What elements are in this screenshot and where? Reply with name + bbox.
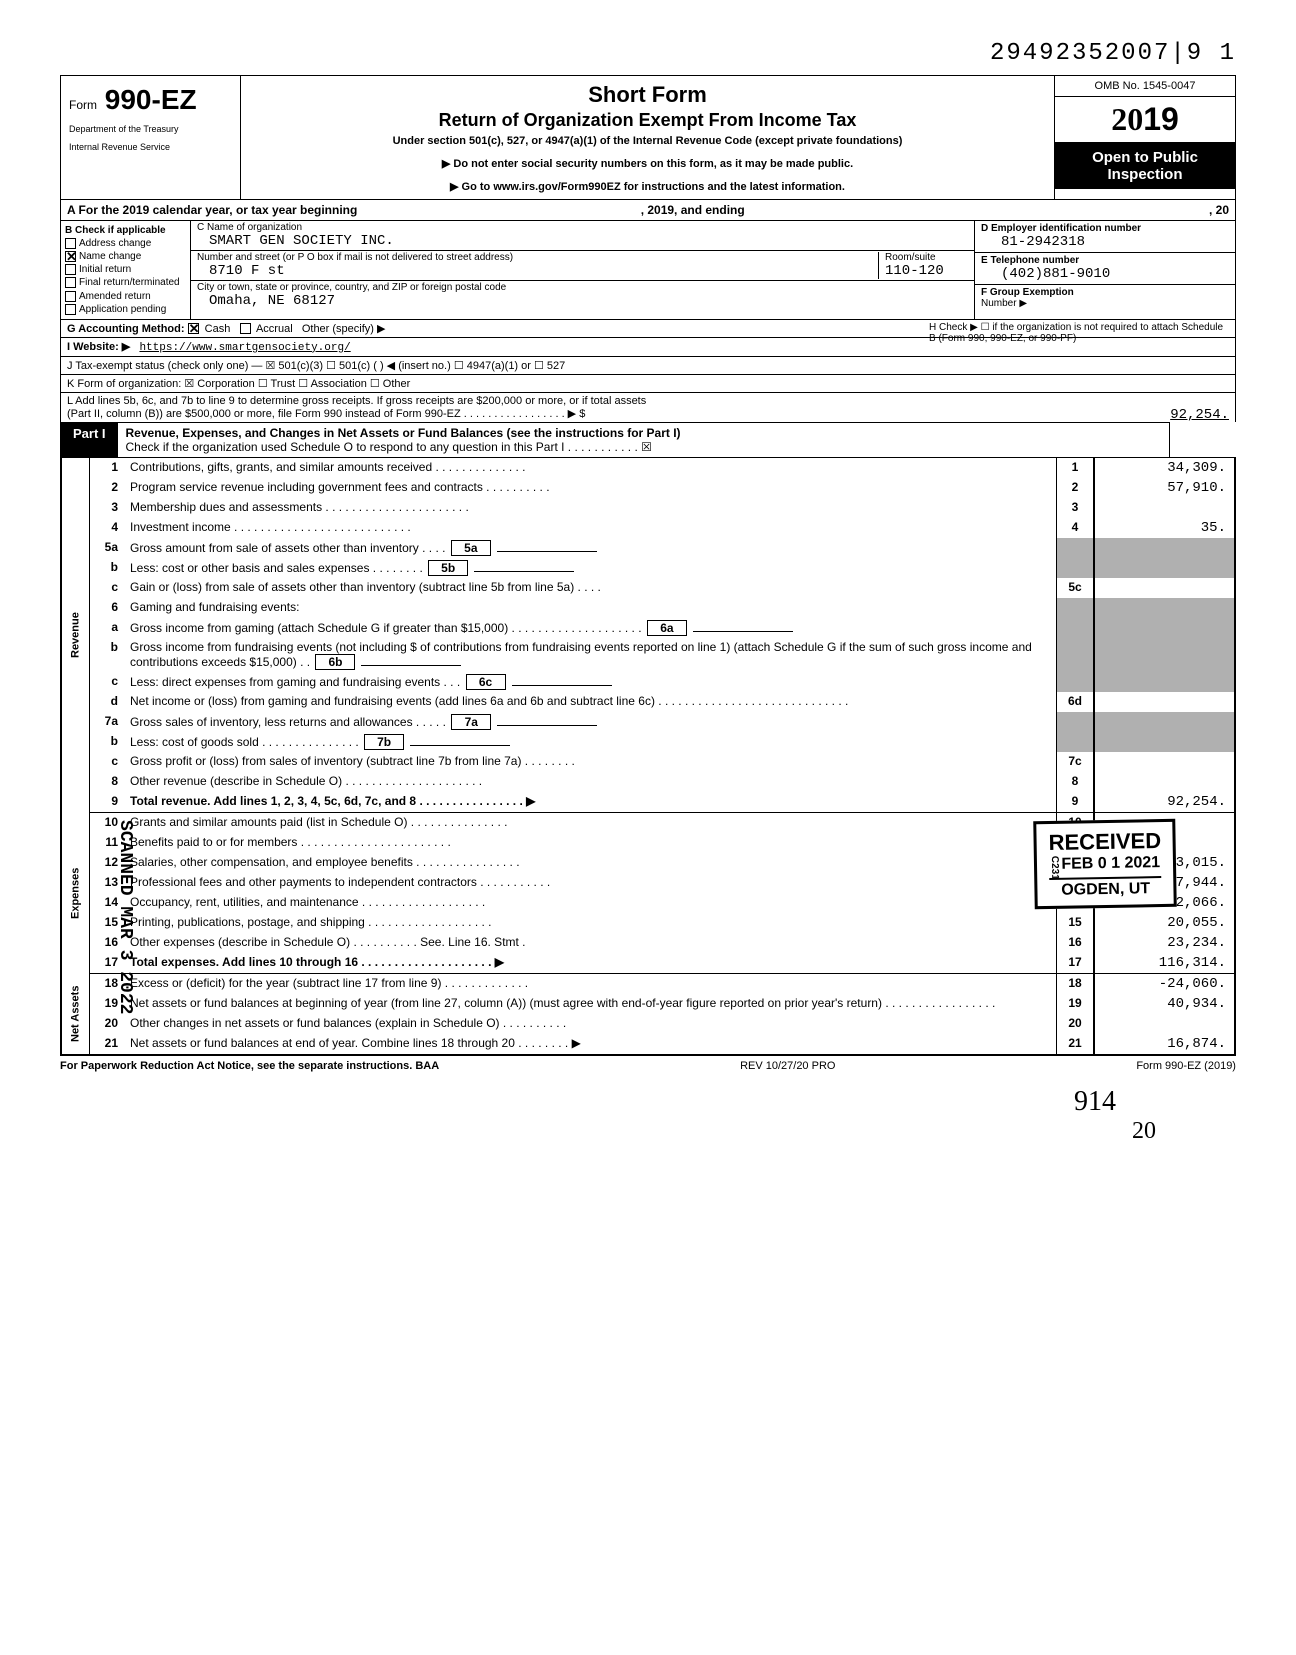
line5c-amt: [1094, 578, 1234, 598]
received-stamp: RECEIVED C231 FEB 0 1 2021 OGDEN, UT: [1033, 819, 1177, 909]
scanned-stamp: SCANNED MAR 3 2022: [115, 820, 135, 1014]
title-short-form: Short Form: [251, 82, 1044, 108]
line8-amt: [1094, 772, 1234, 792]
cb-accrual[interactable]: [240, 323, 251, 334]
open-to-public: Open to PublicInspection: [1055, 142, 1235, 189]
line20-amt: [1094, 1014, 1234, 1034]
revenue-section: Revenue 1Contributions, gifts, grants, a…: [60, 457, 1236, 813]
city-state-zip: Omaha, NE 68127: [197, 293, 968, 309]
title-sub: Under section 501(c), 527, or 4947(a)(1)…: [251, 135, 1044, 147]
gross-receipts: 92,254.: [1170, 407, 1229, 423]
footer: For Paperwork Reduction Act Notice, see …: [60, 1056, 1236, 1076]
title-return: Return of Organization Exempt From Incom…: [251, 110, 1044, 131]
col-c-org: C Name of organization SMART GEN SOCIETY…: [191, 221, 975, 319]
line2-amt: 57,910.: [1094, 478, 1234, 498]
form-number: Form 990-EZ: [69, 84, 232, 116]
room-suite: 110-120: [885, 263, 962, 279]
line21-amt: 16,874.: [1094, 1034, 1234, 1054]
cb-address-change[interactable]: [65, 238, 76, 249]
dept-irs: Internal Revenue Service: [69, 142, 232, 152]
cb-final-return[interactable]: [65, 277, 76, 288]
ein: 81-2942318: [981, 234, 1229, 250]
handwritten-pagenum: 20: [60, 1118, 1236, 1145]
revenue-label: Revenue: [61, 458, 89, 813]
info-grid: B Check if applicable Address change Nam…: [60, 220, 1236, 319]
cb-pending[interactable]: [65, 304, 76, 315]
cb-name-change[interactable]: [65, 251, 76, 262]
handwritten-initials: 914: [60, 1086, 1236, 1118]
line1-amt: 34,309.: [1094, 458, 1234, 478]
cb-initial-return[interactable]: [65, 264, 76, 275]
street: 8710 F st: [197, 263, 968, 279]
tax-year: 2019: [1055, 97, 1235, 142]
dept-treasury: Department of the Treasury: [69, 124, 232, 134]
row-g: G Accounting Method: Cash Accrual Other …: [60, 319, 1236, 337]
row-k: K Form of organization: ☒ Corporation ☐ …: [60, 374, 1236, 392]
row-j: J Tax-exempt status (check only one) — ☒…: [60, 356, 1236, 374]
row-l: L Add lines 5b, 6c, and 7b to line 9 to …: [60, 392, 1236, 422]
document-id: 29492352007|9 1: [60, 40, 1236, 67]
omb-number: OMB No. 1545-0047: [1055, 76, 1235, 97]
part1-header: Part I Revenue, Expenses, and Changes in…: [60, 422, 1170, 457]
line19-amt: 40,934.: [1094, 994, 1234, 1014]
col-d: D Employer identification number 81-2942…: [975, 221, 1235, 319]
expenses-label: Expenses: [61, 813, 89, 974]
instr-url: ▶ Go to www.irs.gov/Form990EZ for instru…: [251, 180, 1044, 193]
cb-cash[interactable]: [188, 323, 199, 334]
line9-amt: 92,254.: [1094, 792, 1234, 812]
netassets-section: Net Assets 18Excess or (deficit) for the…: [60, 974, 1236, 1056]
form-header: Form 990-EZ Department of the Treasury I…: [60, 75, 1236, 199]
line16-amt: 23,234.: [1094, 933, 1234, 953]
line3-amt: [1094, 498, 1234, 518]
line7c-amt: [1094, 752, 1234, 772]
row-h: H Check ▶ ☐ if the organization is not r…: [929, 322, 1229, 344]
telephone: (402)881-9010: [981, 266, 1229, 282]
cb-amended[interactable]: [65, 291, 76, 302]
line4-amt: 35.: [1094, 518, 1234, 538]
website: https://www.smartgensociety.org/: [139, 342, 350, 354]
row-a-calendar: A For the 2019 calendar year, or tax yea…: [60, 199, 1236, 220]
netassets-label: Net Assets: [61, 974, 89, 1054]
line15-amt: 20,055.: [1094, 913, 1234, 933]
col-b-checkboxes: B Check if applicable Address change Nam…: [61, 221, 191, 319]
line18-amt: -24,060.: [1094, 974, 1234, 994]
instr-ssn: ▶ Do not enter social security numbers o…: [251, 157, 1044, 170]
line6d-amt: [1094, 692, 1234, 712]
line17-amt: 116,314.: [1094, 953, 1234, 973]
org-name: SMART GEN SOCIETY INC.: [197, 233, 968, 249]
